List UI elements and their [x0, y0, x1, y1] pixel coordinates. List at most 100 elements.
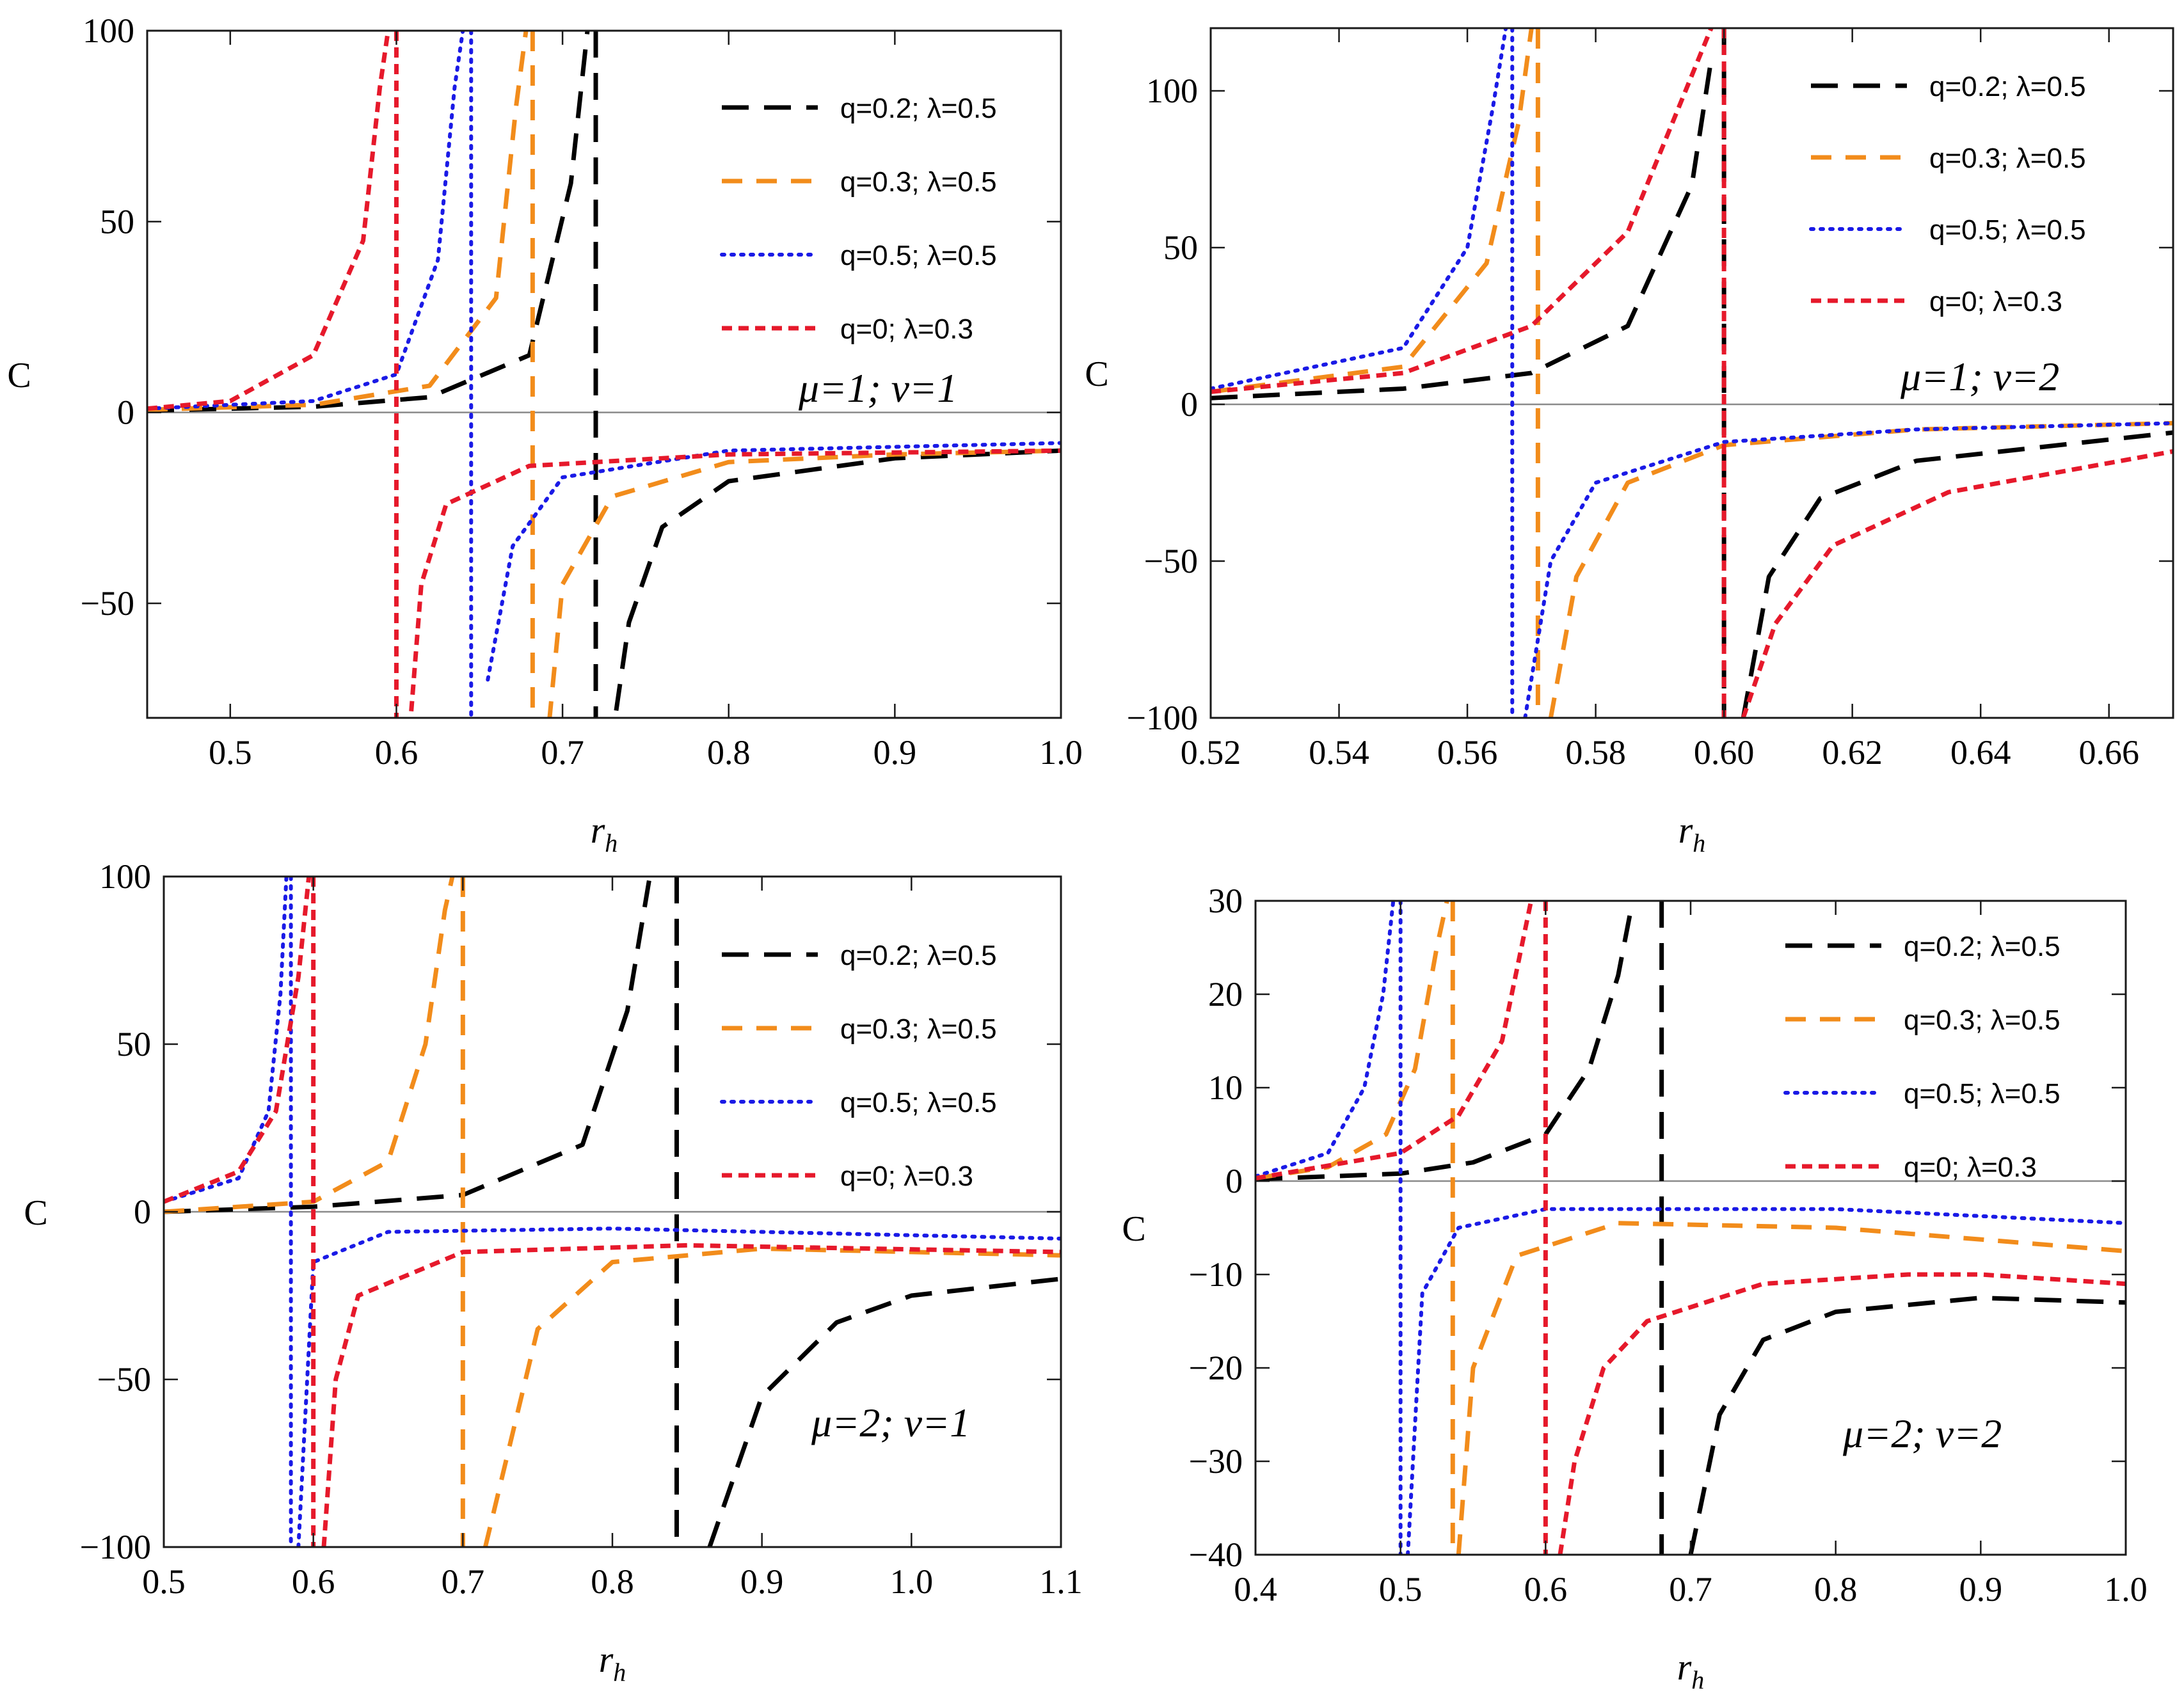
plot-frame	[1209, 27, 2174, 719]
y-tick-label: 50	[1163, 228, 1198, 267]
y-tick-label: 30	[1208, 882, 1243, 920]
legend-label: q=0.5; λ=0.5	[840, 240, 997, 271]
y-tick-label: −100	[80, 1528, 151, 1566]
x-tick-label: 1.1	[1039, 1562, 1083, 1601]
legend: q=0.2; λ=0.5 q=0.3; λ=0.5 q=0.5; λ=0.5 q=0;…	[1783, 931, 2060, 1183]
x-tick-label: 1.0	[890, 1562, 934, 1601]
legend: q=0.2; λ=0.5 q=0.3; λ=0.5 q=0.5; λ=0.5 q=0;…	[720, 940, 997, 1192]
legend-label: q=0.3; λ=0.5	[840, 1013, 997, 1045]
legend-label: q=0.5; λ=0.5	[1929, 214, 2086, 246]
series-line-2	[147, 31, 1061, 718]
x-tick-label: 0.7	[541, 733, 584, 772]
x-tick-label: 0.9	[873, 733, 917, 772]
legend-label: q=0.3; λ=0.5	[840, 166, 997, 198]
y-tick-label: 100	[83, 12, 134, 50]
series-line-3	[1211, 28, 2173, 718]
series-line-3	[1255, 901, 2126, 1555]
legend-label: q=0.3; λ=0.5	[1929, 143, 2086, 174]
x-tick-label: 0.54	[1309, 733, 1369, 772]
series-line-1	[1255, 901, 2126, 1555]
x-tick-label: 0.6	[292, 1562, 335, 1601]
x-tick-label: 0.5	[142, 1562, 186, 1601]
y-tick-label: 20	[1208, 975, 1243, 1013]
y-tick-label: −100	[1127, 699, 1198, 737]
y-tick-label: −50	[97, 1360, 151, 1399]
chart-panel-1: 0.5 0.6 0.7 0.8 0.9 1.0 −50 0 50 100 Crh μ=1; ν=1 q=…	[7, 12, 1082, 857]
series-line-3	[147, 31, 1061, 682]
y-tick-label: 50	[116, 1025, 151, 1063]
x-tick-label: 0.62	[1822, 733, 1883, 772]
x-tick-label: 0.60	[1694, 733, 1755, 772]
y-axis-label: C	[1085, 354, 1108, 394]
plot-frame	[146, 29, 1062, 719]
series-line-4	[1255, 901, 2126, 1555]
y-tick-label: −50	[81, 584, 134, 623]
y-axis-label: C	[1122, 1209, 1145, 1249]
x-tick-label: 0.9	[1959, 1570, 2003, 1608]
series-line-2	[1211, 28, 2173, 718]
legend-label: q=0.5; λ=0.5	[840, 1087, 997, 1118]
series-line-1	[164, 877, 1061, 1547]
series-line-4	[1211, 28, 2173, 718]
x-tick-label: 0.6	[1524, 1570, 1568, 1608]
legend-label: q=0.2; λ=0.5	[1904, 931, 2060, 962]
legend-label: q=0; λ=0.3	[840, 314, 973, 345]
legend-label: q=0.2; λ=0.5	[840, 93, 997, 124]
chart-panel-2: 0.52 0.54 0.56 0.58 0.60 0.62 0.64 0.66 −100 −50 0…	[1085, 27, 2174, 857]
y-tick-label: 0	[1225, 1162, 1243, 1200]
legend-label: q=0.3; λ=0.5	[1904, 1004, 2060, 1036]
parameter-annotation: μ=1; ν=1	[798, 365, 957, 411]
legend-label: q=0; λ=0.3	[1929, 286, 2062, 317]
parameter-annotation: μ=2; ν=1	[811, 1400, 970, 1445]
legend: q=0.2; λ=0.5 q=0.3; λ=0.5 q=0.5; λ=0.5 q=0;…	[720, 93, 997, 345]
x-axis-label: rh	[1677, 1646, 1705, 1691]
legend-label: q=0.2; λ=0.5	[840, 940, 997, 971]
parameter-annotation: μ=1; ν=2	[1900, 354, 2059, 399]
x-tick-label: 0.58	[1565, 733, 1626, 772]
series-line-3	[164, 877, 1061, 1547]
y-axis-label: C	[7, 356, 31, 395]
y-tick-label: 100	[99, 857, 151, 896]
y-tick-label: −20	[1189, 1349, 1243, 1387]
parameter-annotation: μ=2; ν=2	[1842, 1411, 2002, 1456]
x-axis-label: rh	[599, 1639, 626, 1687]
x-tick-label: 1.0	[1039, 733, 1083, 772]
y-tick-label: −30	[1189, 1442, 1243, 1481]
y-tick-label: 10	[1208, 1068, 1243, 1107]
series-line-1	[1211, 59, 2173, 718]
legend-label: q=0.2; λ=0.5	[1929, 71, 2086, 102]
y-tick-label: 0	[117, 393, 134, 432]
x-axis-label: rh	[591, 809, 618, 857]
legend: q=0.2; λ=0.5 q=0.3; λ=0.5 q=0.5; λ=0.5 q=0;…	[1809, 71, 2086, 317]
x-tick-label: 0.56	[1437, 733, 1498, 772]
y-axis-label: C	[24, 1193, 47, 1233]
x-tick-label: 0.64	[1950, 733, 2011, 772]
x-tick-label: 0.7	[442, 1562, 485, 1601]
plot-frame	[1254, 900, 2127, 1556]
legend-label: q=0; λ=0.3	[840, 1161, 973, 1192]
x-tick-label: 0.5	[209, 733, 252, 772]
series-line-2	[1255, 901, 2126, 1555]
x-axis-label: rh	[1678, 809, 1706, 857]
y-tick-label: 0	[134, 1193, 151, 1231]
x-tick-label: 0.5	[1379, 1570, 1423, 1608]
x-tick-label: 0.8	[591, 1562, 634, 1601]
x-tick-label: 0.7	[1669, 1570, 1712, 1608]
legend-label: q=0.5; λ=0.5	[1904, 1078, 2060, 1109]
y-tick-label: 50	[100, 202, 134, 241]
x-tick-label: 0.8	[707, 733, 751, 772]
x-tick-label: 0.52	[1181, 733, 1241, 772]
x-tick-label: 0.66	[2078, 733, 2139, 772]
x-tick-label: 0.6	[375, 733, 418, 772]
x-tick-label: 0.4	[1234, 1570, 1277, 1608]
legend-label: q=0; λ=0.3	[1904, 1152, 2037, 1183]
x-tick-label: 0.8	[1814, 1570, 1858, 1608]
chart-panel-4: 0.4 0.5 0.6 0.7 0.8 0.9 1.0 −40 −30 −20 −10 0 10 20 30…	[1122, 882, 2147, 1691]
y-tick-label: 100	[1146, 72, 1198, 110]
y-tick-label: −10	[1189, 1255, 1243, 1294]
series-line-2	[164, 877, 1061, 1547]
series-line-4	[164, 877, 1061, 1547]
series-line-4	[147, 31, 1061, 718]
chart-panel-3: 0.5 0.6 0.7 0.8 0.9 1.0 1.1 −100 −50 0 50 100 Crh μ=2…	[24, 857, 1082, 1687]
